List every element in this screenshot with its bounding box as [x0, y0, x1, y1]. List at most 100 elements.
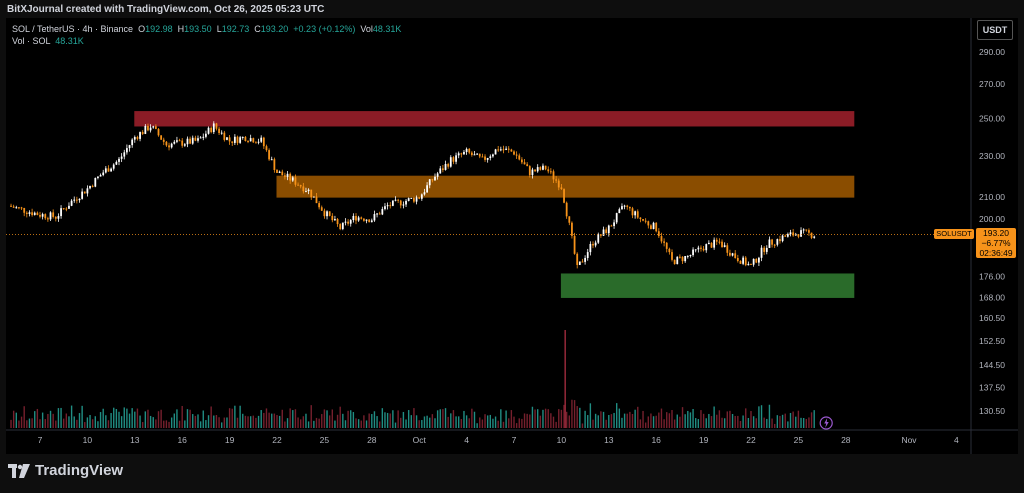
candle-body: [634, 211, 637, 216]
candle-body: [102, 172, 105, 176]
candle-body: [86, 188, 89, 194]
candle-body: [363, 218, 365, 221]
volume-bar: [421, 420, 423, 428]
candle-body: [723, 245, 726, 248]
candle-body: [713, 239, 716, 248]
candle-body: [255, 142, 257, 144]
volume-bar: [363, 415, 365, 428]
candle-body: [328, 211, 331, 216]
time-tick-label: 7: [38, 435, 43, 445]
volume-bar: [292, 410, 294, 428]
candle-body: [402, 204, 405, 206]
candle-body: [686, 255, 689, 257]
candle-body: [739, 260, 742, 264]
volume-bar: [760, 405, 763, 428]
candle-body: [473, 154, 476, 156]
volume-bar: [286, 418, 289, 428]
candle-body: [626, 205, 629, 207]
volume-bar: [281, 409, 283, 428]
volume-bar: [28, 418, 31, 428]
candle-body: [684, 256, 687, 262]
candle-body: [578, 261, 581, 265]
candle-body: [147, 125, 149, 131]
volume-bar: [510, 410, 513, 428]
candle-body: [331, 215, 334, 221]
candle-body: [810, 232, 813, 238]
volume-bar: [542, 409, 544, 428]
candle-body: [260, 137, 263, 142]
volume-bar: [681, 407, 684, 428]
chart-frame[interactable]: 290.00270.00250.00230.00210.00200.00190.…: [6, 18, 1018, 454]
legend-vol-label: Vol: [360, 24, 373, 34]
volume-bar: [789, 412, 792, 428]
candle-body: [765, 247, 768, 252]
candle-body: [236, 136, 239, 143]
volume-bar: [587, 415, 589, 428]
volume-bar: [523, 413, 526, 428]
bar-countdown: 02:36:49: [979, 248, 1013, 258]
volume-bar: [328, 415, 331, 428]
candle-body: [244, 136, 247, 142]
volume-bar: [571, 399, 573, 428]
volume-bar: [139, 415, 141, 428]
candle-body: [294, 177, 297, 185]
volume-bar: [165, 420, 168, 428]
volume-bar: [323, 409, 326, 428]
volume-bar: [560, 409, 563, 428]
candle-body: [18, 207, 20, 209]
candle-body: [212, 123, 215, 133]
volume-bar: [339, 406, 341, 428]
volume-bar: [555, 421, 557, 428]
candle-body: [539, 167, 542, 170]
volume-bar: [431, 414, 434, 428]
candle-body: [386, 205, 389, 207]
volume-bar: [194, 415, 197, 428]
candle-body: [394, 199, 397, 201]
volume-bar: [273, 413, 276, 428]
volume-bar: [792, 411, 794, 428]
volume-bar: [168, 421, 170, 428]
volume-bar: [307, 421, 310, 428]
candle-body: [54, 216, 57, 219]
volume-bar: [621, 417, 623, 428]
candle-body: [423, 192, 426, 195]
volume-bar: [697, 419, 700, 428]
volume-bar: [813, 410, 815, 428]
candle-body: [291, 177, 294, 181]
currency-button[interactable]: USDT: [977, 20, 1013, 40]
candle-body: [320, 207, 323, 211]
candle-body: [281, 171, 284, 176]
volume-bar: [713, 406, 715, 428]
candle-body: [418, 197, 421, 199]
candle-body: [286, 173, 289, 177]
candle-body: [673, 259, 676, 265]
volume-bar: [186, 409, 189, 428]
candle-body: [676, 256, 679, 265]
candle-body: [526, 164, 529, 167]
candle-body: [613, 222, 615, 226]
volume-bar: [605, 419, 607, 428]
volume-bar: [434, 418, 436, 428]
volume-bar: [52, 413, 54, 428]
volume-bar: [671, 410, 673, 428]
candle-body: [270, 159, 273, 161]
candle-body: [189, 138, 191, 144]
candle-body: [802, 229, 805, 231]
candle-body: [384, 206, 386, 210]
time-tick-label: 25: [794, 435, 804, 445]
price-chart[interactable]: 290.00270.00250.00230.00210.00200.00190.…: [6, 18, 1018, 454]
candle-body: [318, 203, 321, 208]
candle-body: [62, 208, 65, 210]
candle-body: [154, 126, 157, 129]
volume-bar: [102, 408, 104, 428]
volume-bar: [123, 407, 125, 428]
volume-bar: [84, 422, 86, 428]
candle-body: [549, 171, 552, 173]
volume-bar: [465, 415, 468, 428]
volume-bar: [610, 414, 613, 428]
volume-bar: [805, 419, 807, 428]
candle-body: [239, 137, 242, 143]
candle-body: [436, 173, 439, 177]
volume-bar: [558, 409, 560, 428]
volume-spike-bar: [564, 330, 566, 428]
